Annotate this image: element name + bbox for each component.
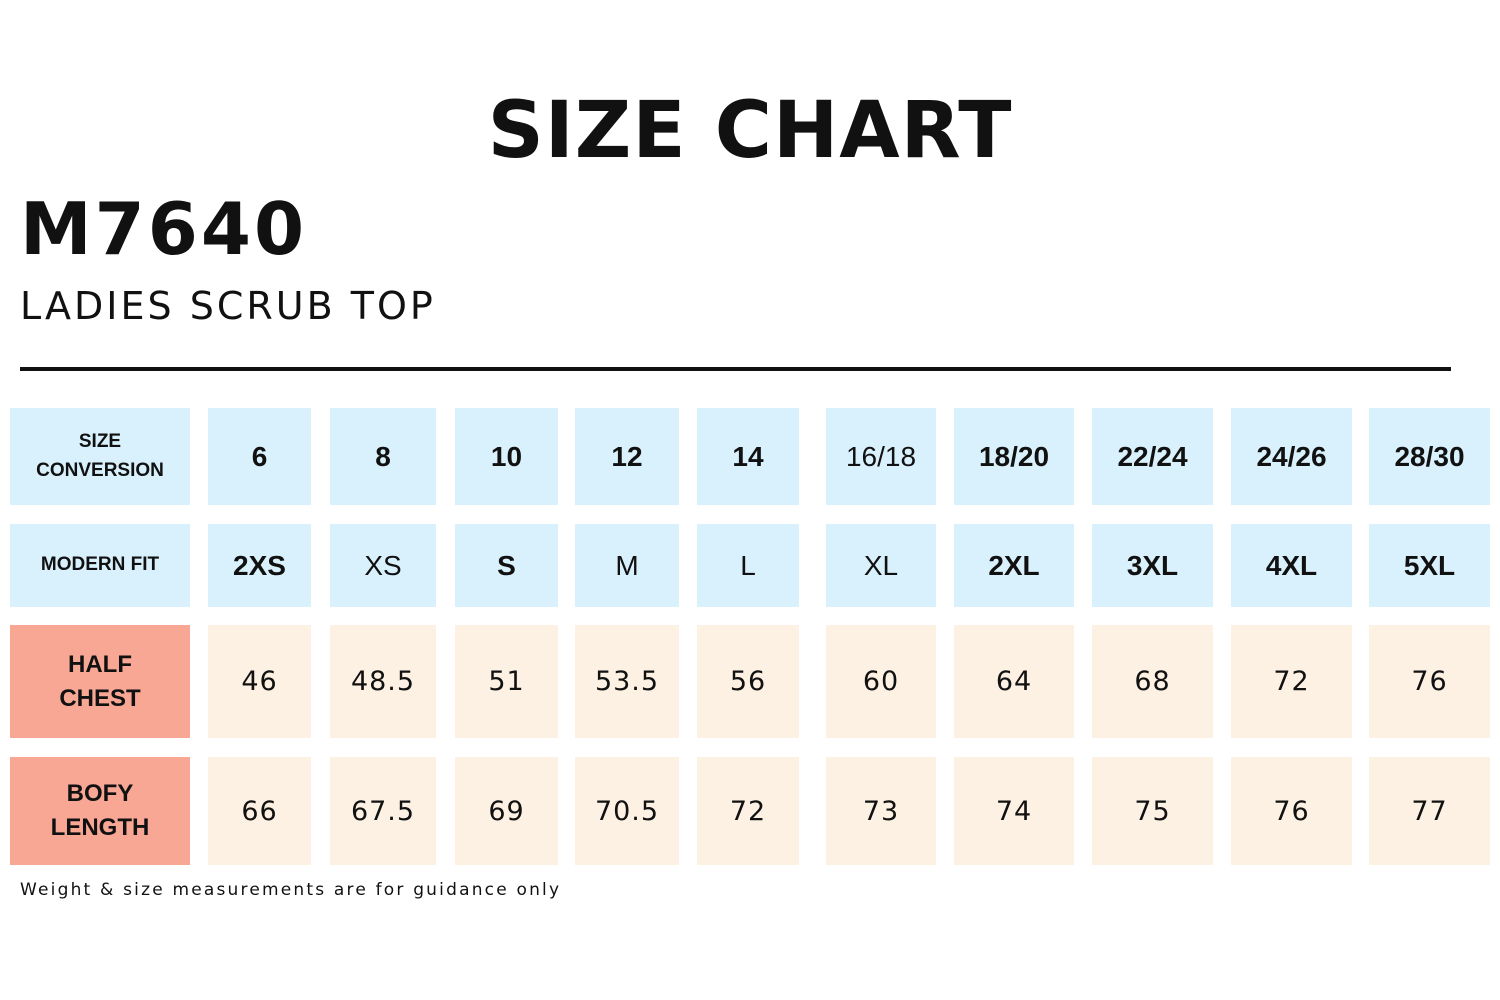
body-length-row-label: BOFY LENGTH (10, 757, 190, 865)
page-title: SIZE CHART (487, 86, 1013, 176)
size-conversion-row-cell: 14 (697, 408, 799, 505)
body-length-row-cell: 70.5 (575, 757, 679, 865)
modern-fit-row-cell: 5XL (1369, 524, 1490, 607)
size-conversion-row-label: SIZE CONVERSION (10, 408, 190, 505)
half-chest-row-cell: 56 (697, 625, 799, 738)
half-chest-row-cell: 68 (1092, 625, 1213, 738)
body-length-row-cell: 75 (1092, 757, 1213, 865)
size-conversion-row-cell: 18/20 (954, 408, 1074, 505)
size-conversion-row-cell: 12 (575, 408, 679, 505)
body-length-row-cell: 69 (455, 757, 558, 865)
modern-fit-row-cell: S (455, 524, 558, 607)
divider (20, 367, 1451, 371)
size-conversion-row-cell: 24/26 (1231, 408, 1352, 505)
modern-fit-row-label: MODERN FIT (10, 524, 190, 607)
half-chest-row-cell: 48.5 (330, 625, 436, 738)
half-chest-row-cell: 64 (954, 625, 1074, 738)
body-length-row-cell: 74 (954, 757, 1074, 865)
half-chest-row-cell: 76 (1369, 625, 1490, 738)
body-length-row-cell: 77 (1369, 757, 1490, 865)
modern-fit-row-cell: 2XS (208, 524, 311, 607)
size-conversion-row-cell: 8 (330, 408, 436, 505)
product-name: LADIES SCRUB TOP (20, 284, 436, 328)
footnote: Weight & size measurements are for guida… (20, 880, 562, 900)
body-length-row-cell: 73 (826, 757, 936, 865)
size-conversion-row-cell: 22/24 (1092, 408, 1213, 505)
modern-fit-row-cell: XS (330, 524, 436, 607)
size-conversion-row-cell: 6 (208, 408, 311, 505)
modern-fit-row-cell: 2XL (954, 524, 1074, 607)
body-length-row-cell: 67.5 (330, 757, 436, 865)
half-chest-row-cell: 60 (826, 625, 936, 738)
half-chest-row-cell: 53.5 (575, 625, 679, 738)
size-conversion-row-cell: 10 (455, 408, 558, 505)
modern-fit-row-cell: XL (826, 524, 936, 607)
half-chest-row-cell: 46 (208, 625, 311, 738)
half-chest-row-cell: 51 (455, 625, 558, 738)
half-chest-row-label: HALF CHEST (10, 625, 190, 738)
modern-fit-row-cell: M (575, 524, 679, 607)
body-length-row-cell: 66 (208, 757, 311, 865)
body-length-row-cell: 76 (1231, 757, 1352, 865)
size-conversion-row-cell: 28/30 (1369, 408, 1490, 505)
body-length-row-cell: 72 (697, 757, 799, 865)
modern-fit-row-cell: L (697, 524, 799, 607)
half-chest-row-cell: 72 (1231, 625, 1352, 738)
modern-fit-row-cell: 4XL (1231, 524, 1352, 607)
size-conversion-row-cell: 16/18 (826, 408, 936, 505)
modern-fit-row-cell: 3XL (1092, 524, 1213, 607)
product-code: M7640 (20, 187, 308, 271)
